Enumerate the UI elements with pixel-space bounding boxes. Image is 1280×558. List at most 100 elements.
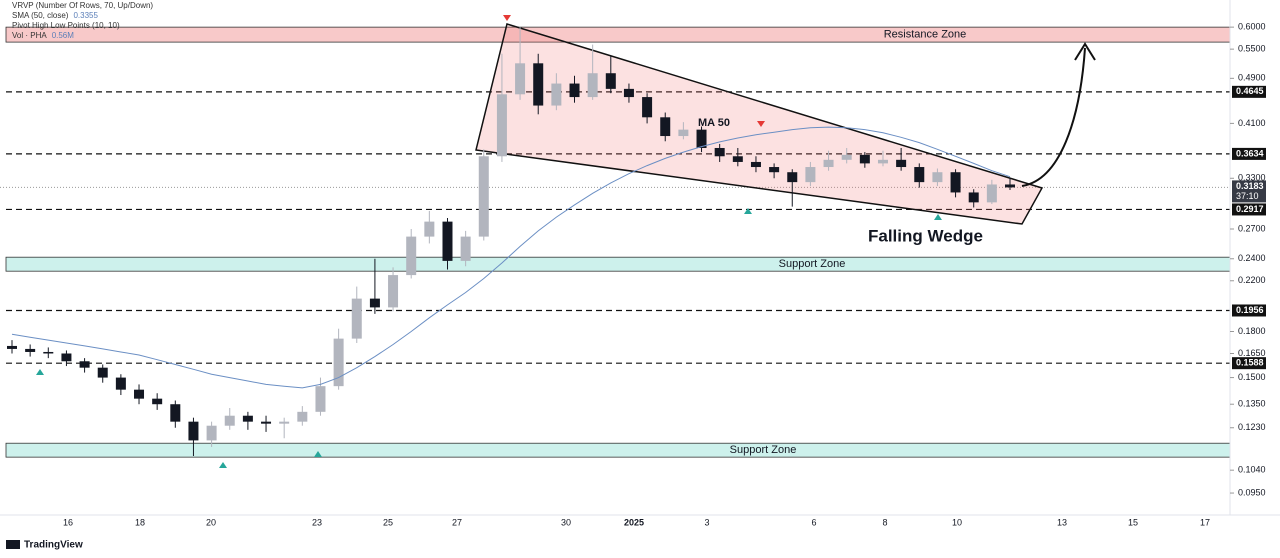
candle-body (297, 411, 308, 422)
x-tick-label: 6 (811, 517, 816, 527)
level-label: 0.3634 (1236, 148, 1264, 158)
last-price-box (1232, 180, 1266, 203)
x-tick-label: 20 (206, 517, 216, 527)
candle-body (442, 221, 453, 261)
x-tick-label: 23 (312, 517, 322, 527)
ma-line (11, 126, 1011, 389)
y-tick-label: 0.4900 (1238, 73, 1266, 83)
zone-label: Support Zone (730, 444, 797, 456)
y-tick-label: 0.3300 (1238, 173, 1266, 183)
ma-label: MA 50 (698, 117, 730, 129)
candle-body (388, 275, 399, 308)
level-label-box (1232, 85, 1266, 98)
candle-body (170, 404, 181, 422)
zone (5, 256, 1231, 272)
y-tick-label: 0.2400 (1238, 253, 1266, 263)
zone (5, 442, 1231, 458)
candle-body (496, 94, 507, 157)
candle-body (242, 415, 253, 422)
level-label: 0.1956 (1236, 305, 1264, 315)
candle-body (79, 361, 90, 368)
countdown: 37:10 (1236, 191, 1259, 201)
level-label-box (1232, 357, 1266, 370)
y-tick-label: 0.1500 (1238, 372, 1266, 382)
y-tick-label: 0.5500 (1238, 44, 1266, 54)
zone-label: Resistance Zone (884, 29, 967, 41)
level-label-box (1232, 203, 1266, 216)
pivot-high (503, 15, 511, 21)
candle-body (315, 386, 326, 412)
candle-body (914, 167, 925, 183)
level-label-box (1232, 147, 1266, 160)
y-tick-label: 0.4100 (1238, 118, 1266, 128)
candle-body (859, 154, 870, 164)
candle-body (714, 147, 725, 157)
candle-body (7, 345, 17, 349)
y-tick-label: 0.6000 (1238, 22, 1266, 32)
pivot-high (757, 121, 765, 127)
candle-body (261, 421, 272, 424)
indicator-value: 0.3355 (73, 11, 98, 20)
candle-body (152, 398, 163, 405)
candle-body (623, 88, 634, 98)
candle-body (61, 353, 72, 362)
logo (6, 540, 20, 549)
candle-body (224, 415, 235, 426)
indicator-name: Pivot High Low Points (10, 10) (12, 21, 120, 30)
pivot-low (314, 451, 322, 457)
x-tick-label: 13 (1057, 517, 1067, 527)
candle-body (25, 348, 36, 352)
pivot-low (36, 369, 44, 375)
candle-body (569, 83, 580, 98)
last-price-label: 0.3183 (1236, 181, 1264, 191)
candle-body (551, 83, 562, 106)
candle-body (986, 184, 997, 203)
pattern-label: Falling Wedge (868, 226, 983, 245)
y-tick-label: 0.0950 (1238, 487, 1266, 497)
candle-body (478, 156, 489, 237)
candle-body (515, 63, 526, 95)
candle-body (678, 129, 689, 137)
candle-body (932, 172, 943, 183)
candle-body (369, 298, 380, 308)
candle-body (805, 167, 816, 183)
candle-body (333, 338, 344, 387)
zone-label: Support Zone (779, 258, 846, 270)
candle-body (279, 421, 290, 424)
level-label: 0.4645 (1236, 86, 1264, 96)
indicator-name: SMA (50, close) (12, 11, 69, 20)
zone (5, 26, 1231, 43)
candle-body (1005, 184, 1015, 188)
y-tick-label: 0.2700 (1238, 223, 1266, 233)
candle-body (750, 161, 761, 168)
x-tick-label: 10 (952, 517, 962, 527)
x-tick-label: 27 (452, 517, 462, 527)
candle-body (787, 172, 798, 183)
indicator-value: 0.56M (52, 31, 75, 40)
x-tick-label: 30 (561, 517, 571, 527)
candle-body (968, 192, 979, 203)
candle-body (841, 154, 852, 160)
candle-body (660, 117, 671, 137)
candle-body (406, 236, 417, 276)
candle-body (188, 421, 199, 441)
candle-body (696, 129, 707, 148)
candle-body (732, 156, 743, 162)
pivot-low (219, 462, 227, 468)
arrow-head (1074, 42, 1096, 61)
y-tick-label: 0.2200 (1238, 275, 1266, 285)
y-tick-label: 0.1040 (1238, 465, 1266, 475)
candle-body (424, 221, 435, 237)
indicator-name: Vol · PHA (12, 31, 47, 40)
x-tick-label: 15 (1128, 517, 1138, 527)
x-tick-label: 18 (135, 517, 145, 527)
level-label: 0.2917 (1236, 204, 1264, 214)
candle-body (533, 63, 544, 106)
y-tick-label: 0.1650 (1238, 348, 1266, 358)
y-tick-label: 0.1800 (1238, 326, 1266, 336)
x-tick-label: 3 (704, 517, 709, 527)
candle-body (460, 236, 471, 261)
candle-body (950, 172, 961, 193)
